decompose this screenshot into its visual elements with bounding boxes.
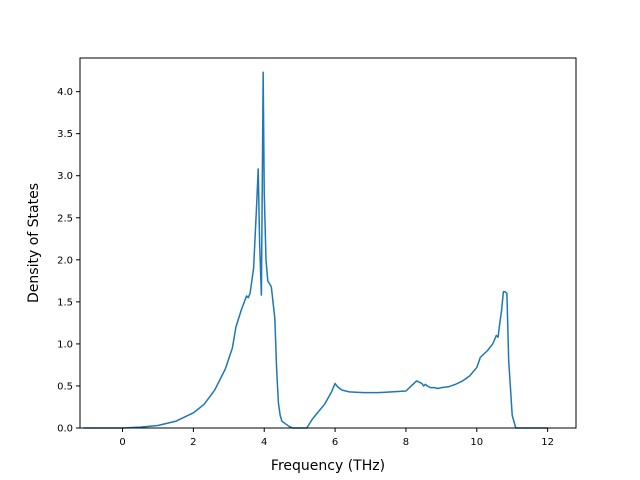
x-tick-label: 10	[470, 437, 483, 448]
y-tick-label: 0.0	[57, 424, 73, 435]
y-tick-label: 0.5	[57, 381, 73, 392]
x-tick-label: 4	[261, 437, 267, 448]
y-tick-label: 3.0	[57, 171, 73, 182]
x-tick-label: 6	[332, 437, 338, 448]
y-axis-ticks: 0.0 0.5 1.0 1.5 2.0 2.5 3.0 3.5 4.0	[57, 87, 80, 435]
x-tick-label: 0	[119, 437, 125, 448]
y-axis-label: Density of States	[26, 183, 42, 303]
y-tick-label: 4.0	[57, 87, 73, 98]
x-axis-ticks: 0 2 4 6 8 10 12	[119, 428, 554, 448]
y-tick-label: 1.0	[57, 339, 73, 350]
y-tick-label: 1.5	[57, 297, 73, 308]
x-axis-label: Frequency (THz)	[271, 458, 385, 474]
y-tick-label: 2.0	[57, 255, 73, 266]
dos-series-line	[83, 71, 548, 429]
y-tick-label: 3.5	[57, 129, 73, 140]
y-tick-label: 2.5	[57, 213, 73, 224]
plot-area	[83, 71, 548, 429]
x-tick-label: 8	[403, 437, 409, 448]
x-tick-label: 2	[190, 437, 196, 448]
axes-frame	[79, 57, 577, 429]
x-tick-label: 12	[541, 437, 554, 448]
